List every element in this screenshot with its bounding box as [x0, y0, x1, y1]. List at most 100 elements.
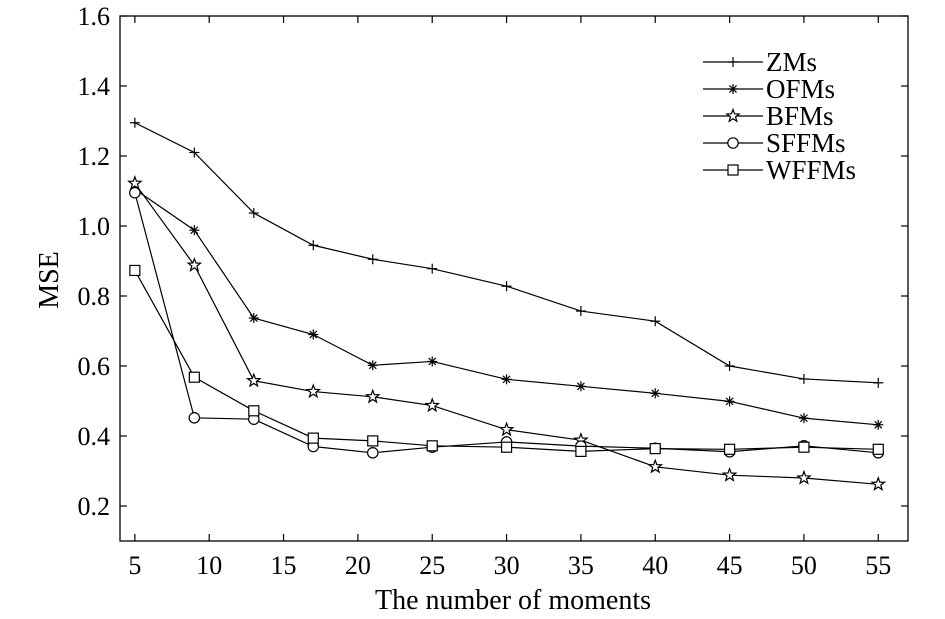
legend-item-bfms: BFMs: [703, 101, 834, 131]
data-point-ofms: [308, 329, 319, 340]
data-point-ofms: [367, 360, 378, 371]
legend-marker-zms: [728, 57, 738, 67]
data-point-wffms: [649, 443, 661, 455]
series-ofms: [129, 184, 884, 430]
y-axis-label: MSE: [34, 251, 65, 309]
data-point-ofms: [189, 225, 200, 236]
data-point-ofms: [873, 419, 884, 430]
data-point-bfms: [870, 476, 887, 491]
legend-item-zms: ZMs: [703, 47, 817, 77]
series-line-zms: [134, 122, 879, 384]
legend-label: WFFMs: [766, 155, 856, 185]
legend-item-wffms: WFFMs: [703, 155, 856, 185]
x-tick-label: 30: [494, 551, 520, 580]
data-point-sffms: [188, 411, 201, 424]
legend-marker-ofms: [728, 84, 738, 94]
x-tick-label: 55: [865, 551, 891, 580]
series-bfms: [127, 175, 887, 491]
data-point-zms: [724, 361, 735, 371]
data-point-bfms: [305, 383, 322, 399]
plot-area: [119, 15, 909, 542]
legend-item-ofms: OFMs: [703, 74, 835, 104]
x-axis-ticks: 5 10 15 20 25 30 35 40 45 50 55: [128, 16, 891, 580]
data-point-ofms: [248, 313, 259, 324]
data-point-wffms: [367, 435, 379, 447]
legend-label: ZMs: [766, 47, 817, 77]
data-point-sffms: [129, 186, 141, 199]
series-line-bfms: [134, 182, 879, 485]
data-point-ofms: [798, 413, 809, 424]
x-tick-label: 45: [717, 551, 743, 580]
y-tick-label: 1.6: [78, 2, 111, 31]
data-point-zms: [873, 377, 884, 388]
data-point-bfms: [647, 458, 664, 474]
data-point-zms: [308, 240, 319, 251]
x-tick-label: 40: [642, 551, 668, 580]
data-point-zms: [501, 281, 512, 292]
y-tick-label: 1.4: [78, 72, 111, 101]
data-point-zms: [650, 316, 661, 327]
data-point-ofms: [501, 374, 512, 385]
data-point-wffms: [723, 443, 736, 455]
x-tick-label: 35: [568, 551, 594, 580]
y-tick-label: 1.2: [78, 142, 111, 171]
data-point-bfms: [186, 256, 203, 272]
data-point-zms: [248, 208, 259, 219]
legend-marker-sffms: [727, 137, 739, 149]
plot-frame: [119, 15, 909, 542]
series-layer: [127, 117, 887, 491]
data-point-wffms: [575, 445, 587, 457]
data-point-zms: [427, 263, 438, 274]
x-tick-label: 15: [271, 551, 297, 580]
data-point-ofms: [650, 388, 661, 399]
data-point-bfms: [424, 397, 441, 413]
legend-item-sffms: SFFMs: [703, 128, 846, 158]
data-point-wffms: [129, 264, 141, 277]
y-tick-label: 1.0: [78, 212, 111, 241]
series-line-wffms: [134, 270, 879, 453]
series-wffms: [129, 264, 884, 457]
data-point-ofms: [724, 396, 735, 407]
y-tick-label: 0.4: [78, 422, 111, 451]
data-point-wffms: [500, 441, 513, 453]
legend-label: OFMs: [766, 74, 835, 104]
data-point-zms: [189, 147, 200, 158]
x-tick-label: 50: [791, 551, 817, 580]
data-point-wffms: [426, 440, 438, 452]
legend-marker-bfms: [725, 107, 741, 123]
data-point-bfms: [127, 175, 143, 190]
y-tick-label: 0.2: [78, 492, 111, 521]
data-point-bfms: [796, 469, 812, 485]
y-axis-ticks: 0.2 0.4 0.6 0.8 1.0 1.2 1.4 1.6: [78, 2, 908, 521]
series-zms: [129, 117, 884, 388]
legend-label: BFMs: [766, 101, 834, 131]
y-tick-label: 0.6: [78, 352, 111, 381]
data-point-zms: [129, 117, 140, 128]
data-point-zms: [575, 306, 586, 317]
series-line-sffms: [134, 192, 879, 454]
x-tick-label: 10: [196, 551, 222, 580]
data-point-zms: [798, 373, 809, 384]
data-point-wffms: [798, 441, 810, 453]
series-sffms: [129, 186, 885, 459]
legend-marker-wffms: [727, 164, 739, 176]
data-point-ofms: [427, 356, 438, 367]
data-point-ofms: [575, 381, 586, 392]
x-tick-label: 5: [128, 551, 141, 580]
data-point-wffms: [872, 443, 884, 455]
data-point-bfms: [498, 421, 515, 437]
data-point-wffms: [307, 432, 319, 444]
data-point-bfms: [721, 466, 738, 482]
x-axis-label: The number of moments: [375, 585, 651, 616]
data-point-sffms: [366, 446, 379, 459]
x-tick-label: 20: [345, 551, 371, 580]
data-point-bfms: [364, 388, 381, 404]
data-point-bfms: [245, 372, 262, 388]
data-point-zms: [367, 254, 378, 265]
data-point-wffms: [248, 405, 260, 417]
x-tick-label: 25: [419, 551, 445, 580]
series-line-ofms: [134, 188, 879, 426]
legend-label: SFFMs: [766, 128, 846, 158]
